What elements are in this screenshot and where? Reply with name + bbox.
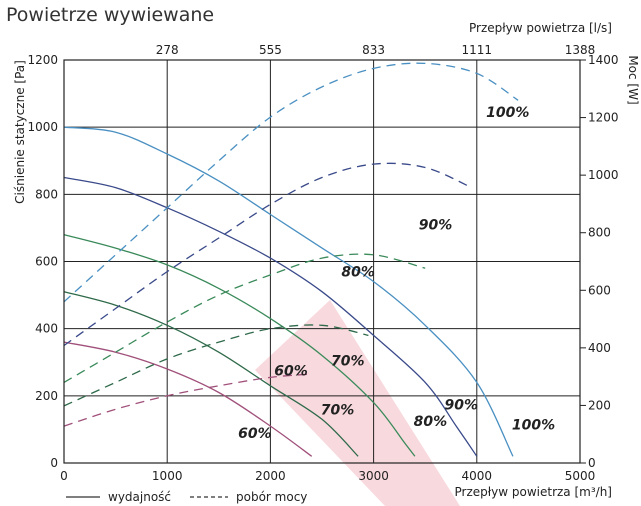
y2-tick-label: 1000	[588, 168, 619, 182]
power-curve-60%	[63, 373, 312, 427]
y-tick-label: 800	[35, 187, 58, 201]
speed-label: 80%	[414, 414, 448, 430]
legend-label-dashed: pobór mocy	[236, 490, 307, 504]
speed-label: 60%	[238, 426, 272, 442]
speed-label: 90%	[419, 218, 453, 234]
x2-axis-label: Przepływ powietrza [l/s]	[469, 21, 612, 35]
y-tick-label: 400	[35, 322, 58, 336]
y2-tick-label: 1400	[588, 53, 619, 67]
y-tick-label: 1200	[27, 53, 58, 67]
y-tick-label: 1000	[27, 120, 58, 134]
x2-tick-label: 1388	[565, 43, 596, 57]
y-tick-label: 600	[35, 255, 58, 269]
x2-tick-label: 278	[156, 43, 179, 57]
speed-label: 70%	[331, 354, 365, 370]
legend: wydajność pobór mocy	[66, 490, 307, 504]
power-curve-100%	[63, 62, 519, 303]
legend-label-solid: wydajność	[108, 490, 171, 504]
y2-tick-label: 1200	[588, 111, 619, 125]
pressure-curve-100%	[63, 126, 514, 457]
x-tick-label: 4000	[462, 469, 493, 483]
x2-tick-label: 555	[259, 43, 282, 57]
y2-tick-label: 800	[588, 226, 611, 240]
x-tick-label: 1000	[152, 469, 183, 483]
annotations: 100%90%80%70%60%100%90%80%70%60%	[238, 105, 555, 442]
y2-tick-label: 600	[588, 283, 611, 297]
x-tick-label: 2000	[255, 469, 286, 483]
power-curve-70%	[63, 324, 369, 407]
x-tick-label: 3000	[358, 469, 389, 483]
x2-tick-label: 833	[362, 43, 385, 57]
x-tick-label: 0	[60, 469, 68, 483]
power-curve-80%	[63, 253, 426, 383]
y-tick-label: 0	[50, 456, 58, 470]
plot-frame	[63, 59, 581, 464]
x-axis-label: Przepływ powietrza [m³/h]	[454, 485, 612, 499]
curves	[63, 62, 519, 457]
grid	[64, 60, 580, 463]
power-curve-90%	[63, 162, 472, 347]
speed-label: 100%	[486, 105, 529, 121]
chart-title: Powietrze wywiewane	[6, 4, 215, 26]
pressure-curve-60%	[63, 341, 313, 457]
pressure-curve-90%	[63, 176, 478, 457]
y-axis-label: Ciśnienie statyczne [Pa]	[13, 60, 27, 204]
speed-label: 80%	[341, 265, 375, 281]
speed-label: 100%	[512, 417, 555, 433]
y2-axis-label: Moc [W]	[626, 55, 640, 104]
watermark	[255, 300, 460, 506]
pressure-curve-80%	[63, 233, 416, 457]
y2-tick-label: 0	[588, 456, 596, 470]
speed-label: 60%	[274, 364, 308, 380]
x-tick-label: 5000	[565, 469, 596, 483]
x2-tick-label: 1111	[462, 43, 493, 57]
y-tick-label: 200	[35, 389, 58, 403]
y2-tick-label: 200	[588, 398, 611, 412]
speed-label: 90%	[445, 397, 479, 413]
y2-tick-label: 400	[588, 341, 611, 355]
pressure-curve-70%	[63, 291, 359, 457]
speed-label: 70%	[321, 402, 355, 418]
